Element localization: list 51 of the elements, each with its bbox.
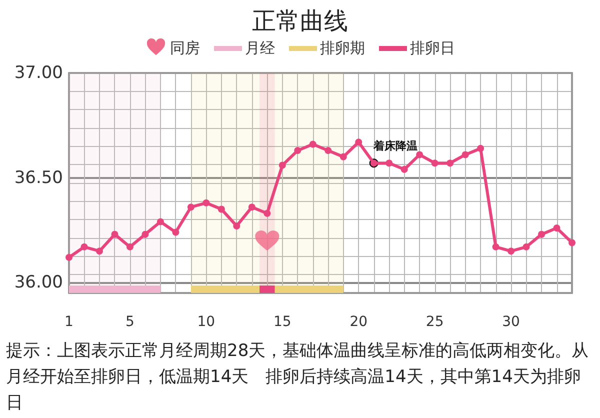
point: [264, 210, 271, 217]
point: [172, 228, 180, 236]
legend-label: 排卵期: [320, 39, 365, 57]
legend-label: 月经: [245, 39, 275, 57]
point: [111, 230, 118, 238]
point: [294, 147, 302, 154]
chart-title: 正常曲线: [252, 7, 348, 35]
point: [248, 204, 256, 211]
point: [340, 153, 347, 160]
y-tick-label: 36.00: [14, 272, 63, 293]
x-tick-label: 25: [426, 314, 444, 330]
text: 提示：上图表示正常月经周期28天，基础体温曲线呈标准的高低两相变化。从月经开始至排卵日，低温期14天 排卵后持续高温14天，其中第14天为排卵日: [6, 341, 589, 413]
x-tick-label: 20: [350, 314, 368, 330]
point: [522, 243, 530, 250]
point: [416, 151, 424, 158]
point: [66, 254, 72, 261]
y-tick-label: 37.00: [14, 63, 63, 83]
point: [187, 204, 194, 211]
legend-label: 排卵日: [410, 39, 455, 57]
point: [538, 230, 546, 238]
point: [446, 160, 454, 167]
point: [278, 162, 286, 169]
legend-label: 同房: [170, 39, 200, 57]
y-tick-label: 36.50: [14, 168, 63, 188]
point: [218, 206, 225, 213]
point: [96, 248, 103, 255]
annotation: 着床降温: [372, 140, 418, 153]
point: [156, 218, 164, 226]
point: [477, 144, 484, 152]
point: [553, 224, 560, 232]
point: [202, 199, 210, 206]
point: [233, 222, 240, 230]
x-tick-label: 10: [197, 314, 216, 330]
point: [142, 230, 149, 238]
point: [126, 243, 134, 250]
x-tick-label: 30: [502, 314, 520, 330]
point: [309, 140, 316, 148]
point: [400, 166, 408, 173]
point: [568, 239, 576, 246]
x-tick-label: 5: [126, 314, 134, 330]
point: [324, 147, 332, 154]
point: [80, 243, 88, 250]
point: [431, 160, 438, 167]
point: [355, 138, 362, 146]
point: [462, 151, 469, 158]
x-tick-label: 15: [273, 314, 292, 330]
point: [492, 243, 500, 250]
point: [508, 248, 515, 255]
x-tick-label: 1: [64, 314, 74, 330]
point: [386, 160, 393, 167]
point: [255, 230, 280, 251]
